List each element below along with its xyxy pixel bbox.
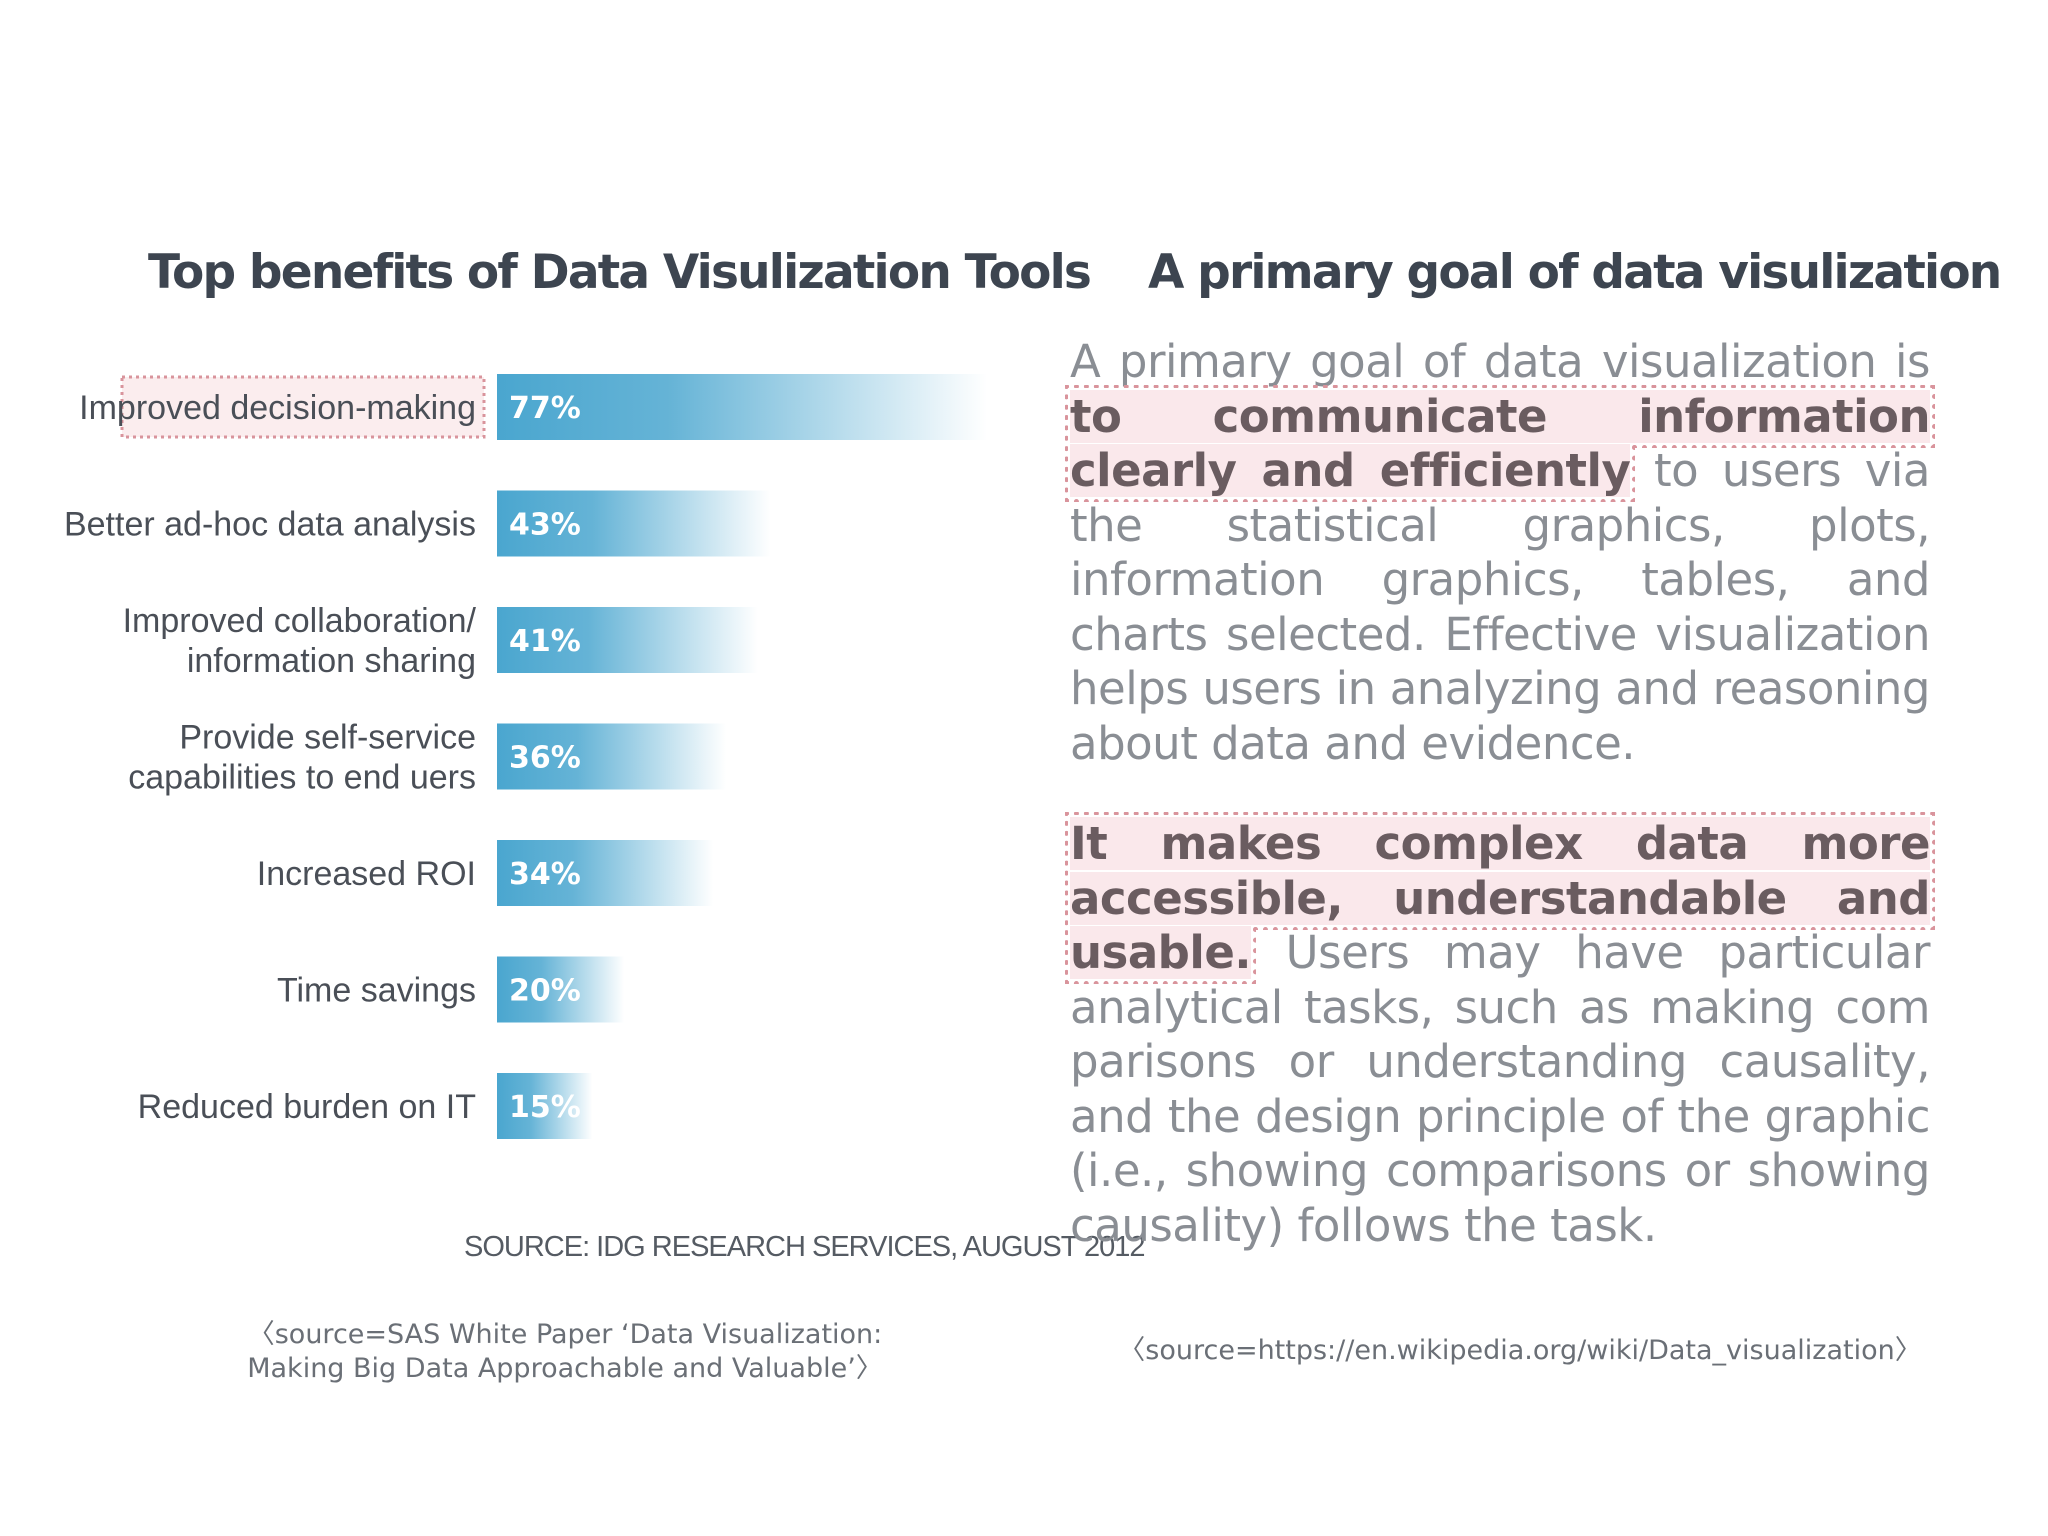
bar-value-label-4: 34% [509, 857, 581, 892]
highlight-box [120, 375, 486, 439]
category-label-5-line-0: Time savings [277, 972, 476, 1010]
benefits-bar-chart: 77% Improved decision-making 43% Better ad-… [64, 374, 987, 1139]
bar-2 [497, 607, 758, 673]
category-label-4: Increased ROI [257, 855, 476, 893]
category-label-6-line-0: Reduced burden on IT [138, 1088, 476, 1126]
goal-paragraph-intro: A primary goal of data visualization is [1070, 335, 1931, 388]
bar-6 [497, 1073, 593, 1139]
category-label-2-line-1: information sharing [187, 642, 476, 680]
bar-0 [497, 374, 987, 440]
chart-citation-line1: 〈source=SAS White Paper ‘Data Visualizat… [247, 1319, 883, 1350]
category-label-3-line-1: capabilities to end uers [128, 759, 476, 797]
goal-highlight: to communicate information clearly and e… [1065, 384, 1935, 502]
bar-4 [497, 840, 714, 906]
goal-paragraph: A primary goal of data visualization is … [1065, 335, 1935, 771]
chart-source-note: SOURCE: IDG RESEARCH SERVICES, AUGUST 20… [464, 1231, 1146, 1263]
chart-citation-line2: Making Big Data Approachable and Valuabl… [247, 1353, 883, 1384]
category-label-2-line-0: Improved collaboration/ [123, 602, 477, 640]
chart-citation: 〈source=SAS White Paper ‘Data Visualizat… [200, 1318, 930, 1386]
category-label-0: Improved decision-making [79, 389, 476, 427]
bar-5 [497, 956, 625, 1023]
bar-value-label-2: 41% [509, 624, 581, 659]
bars-layer: 77% Improved decision-making 43% Better ad-… [64, 374, 987, 1139]
bar-value-label-6: 15% [509, 1090, 581, 1125]
category-label-4-line-0: Increased ROI [257, 855, 476, 893]
category-label-0-line-0: Improved decision-making [79, 389, 476, 427]
category-label-6: Reduced burden on IT [138, 1088, 476, 1126]
bar-value-label-1: 43% [509, 508, 581, 543]
category-label-3-line-0: Provide self-service [179, 719, 476, 757]
category-label-3: Provide self-service capabilities to end … [128, 719, 476, 797]
goal-paragraph-rest: to users via the statistical graphics, p… [1070, 444, 1931, 770]
bar-value-label-5: 20% [509, 974, 581, 1009]
category-label-1: Better ad-hoc data analysis [64, 506, 476, 544]
text-panel-title: A primary goal of data visulization [1148, 245, 2002, 300]
bar-1 [497, 490, 771, 557]
text-citation: 〈source=https://en.wikipedia.org/wiki/Da… [1118, 1335, 1922, 1366]
chart-title: Top benefits of Data Visulization Tools [148, 245, 1092, 300]
bar-value-label-3: 36% [509, 741, 581, 776]
category-label-5: Time savings [277, 972, 476, 1010]
bar-value-label-0: 77% [509, 391, 581, 426]
category-label-2: Improved collaboration/information shari… [123, 602, 477, 680]
accessibility-paragraph-rest: Users may have particular analytical tas… [1070, 926, 1931, 1252]
bar-3 [497, 723, 727, 790]
accessibility-paragraph: It makes complex data more accessible, u… [1065, 812, 1935, 1253]
category-label-1-line-0: Better ad-hoc data analysis [64, 506, 476, 544]
